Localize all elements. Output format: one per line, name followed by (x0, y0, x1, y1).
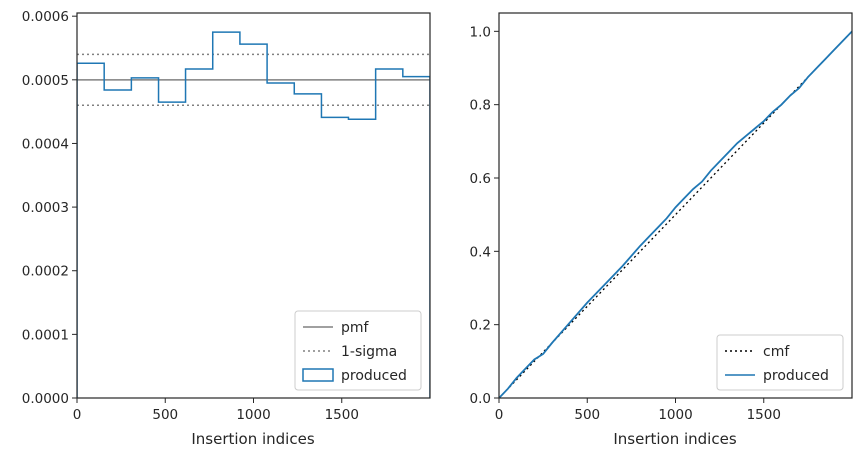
cmf-legend-label: produced (763, 368, 829, 384)
cmf-y-tick-label: 0.4 (470, 244, 491, 260)
pmf-series-produced (77, 31, 430, 398)
cmf-y-tick-label: 1.0 (470, 24, 491, 40)
pmf-y-tick-label: 0.0003 (22, 200, 69, 216)
cmf-chart: 0 500 1000 1500 0.0 0.2 0.4 0.6 0.8 1.0 Insertio… (470, 12, 853, 448)
pmf-data-layer (77, 31, 430, 398)
pmf-y-tick-label: 0.0004 (22, 136, 69, 152)
cmf-series-produced (499, 30, 852, 398)
pmf-y-ticks: 0.0000 0.0001 0.0002 0.0003 0.0004 0.0005 0.00… (22, 9, 77, 407)
pmf-x-ticks: 0 500 1000 1500 (73, 398, 359, 423)
cmf-data-layer (499, 30, 852, 398)
pmf-y-tick-label: 0.0001 (22, 327, 69, 343)
cmf-y-tick-label: 0.8 (470, 98, 491, 114)
pmf-legend-box (294, 310, 422, 391)
pmf-legend-label: produced (341, 368, 407, 384)
pmf-y-tick-label: 0.0002 (22, 264, 69, 280)
pmf-legend-label: 1-sigma (341, 344, 397, 360)
pmf-y-tick-label: 0.0000 (22, 391, 69, 407)
pmf-x-tick-label: 1000 (236, 407, 270, 423)
pmf-legend-handle-produced (302, 368, 334, 382)
cmf-y-tick-label: 0.2 (470, 318, 491, 334)
cmf-y-tick-label: 0.0 (470, 391, 491, 407)
pmf-y-tick-label: 0.0006 (22, 9, 69, 25)
pmf-x-tick-label: 1500 (325, 407, 359, 423)
cmf-x-tick-label: 500 (574, 407, 600, 423)
cmf-x-tick-label: 1000 (658, 407, 692, 423)
pmf-y-tick-label: 0.0005 (22, 73, 69, 89)
pmf-plot-area (76, 12, 431, 399)
cmf-legend-label: cmf (763, 344, 790, 360)
pmf-legend-label: pmf (341, 320, 370, 336)
pmf-x-tick-label: 500 (152, 407, 178, 423)
cmf-x-tick-label: 1500 (747, 407, 781, 423)
cmf-y-ticks: 0.0 0.2 0.4 0.6 0.8 1.0 (470, 24, 499, 407)
pmf-chart: 0 500 1000 1500 0.00000.00010.00020.00030.0… (22, 9, 431, 448)
cmf-legend-box (716, 334, 844, 391)
cmf-x-tick-label: 0 (495, 407, 504, 423)
cmf-legend: cmf produced (716, 334, 844, 391)
pmf-x-tick-label: 0 (73, 407, 82, 423)
cmf-x-ticks: 0 500 1000 1500 (495, 398, 781, 423)
cmf-x-axis-label: Insertion indices (613, 430, 736, 448)
pmf-x-axis-label: Insertion indices (191, 430, 314, 448)
pmf-legend: pmf 1-sigma produced (294, 310, 422, 391)
cmf-y-tick-label: 0.6 (470, 171, 491, 187)
